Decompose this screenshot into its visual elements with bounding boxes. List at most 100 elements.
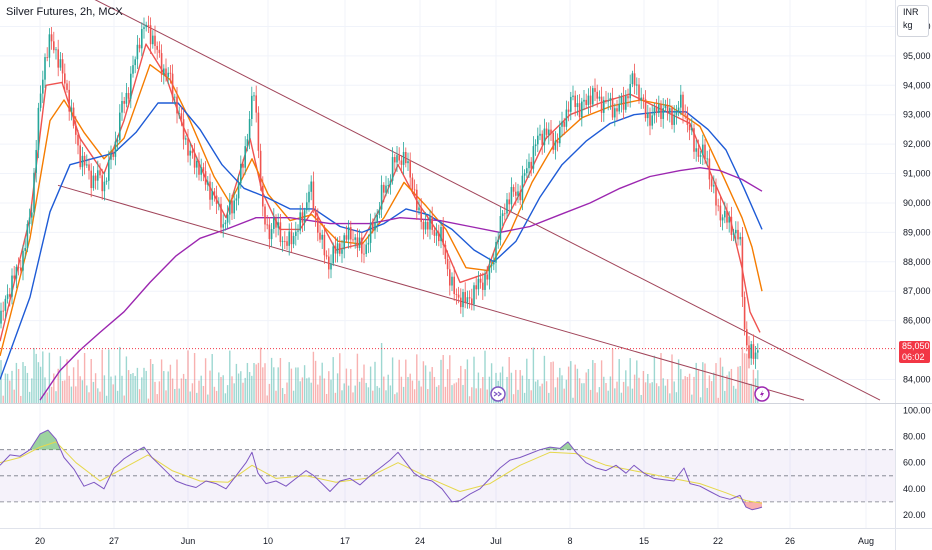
- volume-bar: [471, 387, 473, 403]
- candle-body: [171, 73, 174, 98]
- volume-bar: [389, 385, 392, 403]
- ma_slow-line: [0, 102, 763, 380]
- volume-bar: [653, 355, 656, 403]
- candle-body: [444, 244, 447, 259]
- candle-body: [48, 34, 51, 58]
- volume-bar: [297, 367, 299, 403]
- volume-bar: [257, 362, 260, 403]
- volume-bar: [97, 388, 99, 403]
- volume-bar: [121, 375, 123, 403]
- trendline: [94, 0, 881, 401]
- volume-bar: [376, 386, 378, 403]
- volume-bar: [633, 374, 636, 403]
- candle-body: [147, 24, 150, 26]
- candle-body: [92, 175, 95, 189]
- volume-bar: [149, 359, 152, 403]
- candle-body: [240, 163, 242, 184]
- candle-body: [625, 96, 627, 110]
- candle-body: [383, 184, 385, 193]
- last-price-value: 85,050: [902, 341, 930, 351]
- candle-body: [301, 212, 304, 223]
- volume-bar: [486, 389, 488, 403]
- candle-body: [561, 121, 563, 127]
- volume-bar: [55, 391, 57, 403]
- candle-body: [429, 216, 431, 230]
- volume-bar: [413, 389, 416, 403]
- time-tick-label: 24: [415, 536, 425, 546]
- volume-bar: [42, 351, 44, 403]
- candle-body: [86, 164, 88, 166]
- candle-body: [182, 119, 185, 140]
- candle-body: [108, 159, 110, 181]
- volume-bar: [669, 393, 671, 403]
- volume-bar: [37, 362, 40, 403]
- candle-body: [202, 167, 205, 172]
- currency-unit-selector[interactable]: INR kg: [897, 5, 929, 37]
- candle-body: [255, 95, 257, 113]
- volume-bar: [92, 381, 95, 403]
- volume-bar: [328, 371, 330, 403]
- volume-bar: [358, 381, 361, 403]
- volume-bar: [748, 383, 750, 403]
- volume-bar: [563, 388, 565, 403]
- candle-body: [704, 144, 706, 159]
- candle-body: [262, 185, 264, 207]
- volume-bar: [39, 366, 42, 403]
- candle-body: [248, 118, 251, 140]
- volume-bar: [550, 362, 552, 403]
- volume-bar: [420, 386, 422, 403]
- volume-bar: [270, 357, 273, 403]
- candle-body: [114, 141, 117, 157]
- volume-bar: [235, 363, 238, 403]
- candle-body: [508, 199, 510, 205]
- volume-bar: [583, 383, 585, 403]
- candle-body: [292, 235, 295, 245]
- volume-bar: [68, 375, 70, 403]
- volume-bar: [473, 356, 475, 403]
- volume-bar: [697, 370, 700, 403]
- rsi-axis: 100.00 80.00 60.00 40.00 20.00: [903, 406, 931, 520]
- candle-body: [587, 95, 590, 105]
- volume-bar: [585, 372, 587, 403]
- flash-icon[interactable]: [754, 386, 770, 402]
- volume-bar: [44, 377, 46, 403]
- candle-body: [50, 34, 53, 42]
- candle-body: [77, 134, 79, 146]
- volume-bar: [530, 390, 532, 403]
- candle-body: [442, 226, 444, 245]
- volume-bar: [735, 388, 737, 403]
- price-axis: 96,00095,00094,00093,00092,00091,00090,0…: [903, 21, 931, 384]
- volume-bar: [708, 375, 711, 403]
- candle-body: [193, 153, 196, 168]
- candle-body: [611, 97, 614, 118]
- volume-bar: [136, 367, 139, 403]
- volume-bar: [684, 376, 686, 403]
- candle-body: [290, 231, 293, 245]
- candle-body: [640, 97, 642, 101]
- candle-body: [407, 161, 409, 164]
- volume-bar: [442, 355, 444, 403]
- volume-bar: [660, 353, 662, 403]
- volume-bar: [704, 363, 706, 403]
- volume-bar: [484, 350, 486, 403]
- candle-body: [543, 128, 546, 145]
- candle-body: [99, 170, 101, 176]
- candle-body: [416, 189, 418, 211]
- candle-body: [37, 107, 40, 150]
- candle-body: [669, 108, 671, 113]
- candle-body: [512, 187, 515, 192]
- volume-bar: [13, 389, 15, 403]
- price-tick-label: 87,000: [903, 286, 931, 296]
- volume-bar: [163, 371, 165, 403]
- candle-body: [61, 59, 64, 74]
- candle-body: [328, 256, 330, 270]
- candle-body: [211, 191, 213, 200]
- candle-body: [224, 222, 227, 225]
- candle-body: [394, 157, 396, 163]
- candle-body: [81, 155, 84, 168]
- candle-body: [493, 262, 495, 265]
- candle-body: [125, 92, 128, 104]
- volume-bar: [460, 365, 462, 403]
- dividend-marker-icon[interactable]: [490, 386, 506, 402]
